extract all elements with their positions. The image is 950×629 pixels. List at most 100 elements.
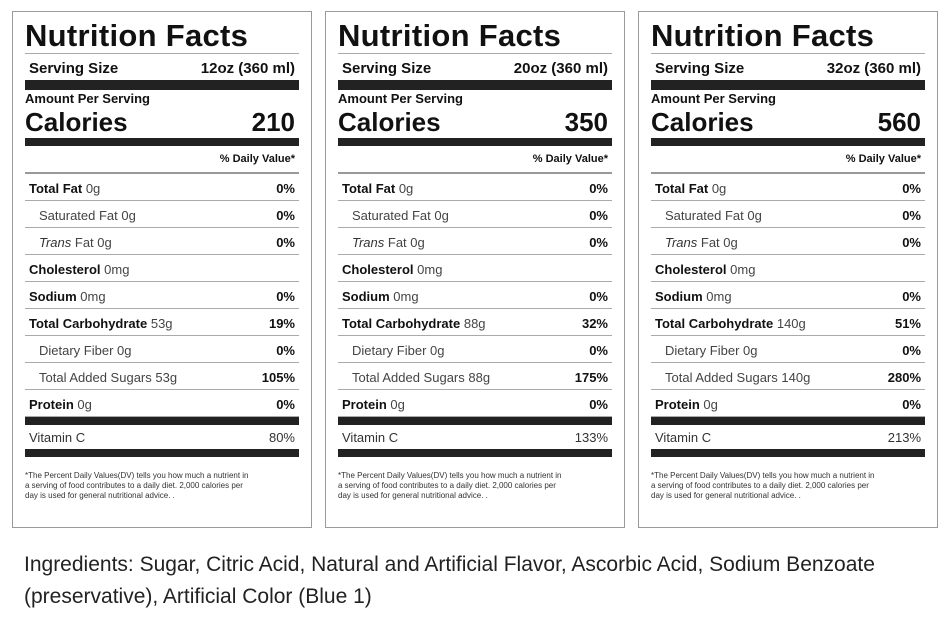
nutrient-daily-value: 0% — [276, 397, 295, 412]
nutrient-row: Total Fat 0g 0% — [651, 174, 925, 201]
calories-value: 560 — [877, 107, 921, 137]
nutrient-row: Cholesterol 0mg — [25, 255, 299, 282]
nutrient-name: Dietary Fiber — [352, 343, 427, 358]
nutrient-amount: 88g — [463, 316, 486, 331]
nutrient-row: Sodium 0mg 0% — [651, 282, 925, 309]
nutrient-name: Dietary Fiber — [39, 343, 114, 358]
nutrient-name: Total Fat — [29, 181, 83, 196]
amount-per-serving: Amount Per Serving — [338, 91, 463, 106]
nutrient-daily-value: 0% — [276, 235, 295, 250]
nutrient-daily-value: 32% — [581, 316, 608, 331]
nutrient-row: Dietary Fiber 0g 0% — [338, 336, 612, 363]
nutrient-row: Saturated Fat 0g 0% — [651, 201, 925, 228]
nutrient-name: Total Fat — [655, 181, 709, 196]
nutrient-amount: Fat 0g — [387, 235, 425, 250]
serving-size-label: Serving Size — [655, 60, 745, 77]
nutrient-daily-value: 0% — [902, 181, 921, 196]
nutrient-daily-value: 280% — [887, 370, 921, 385]
nutrient-name: Saturated Fat — [352, 208, 431, 223]
divider-bar — [338, 449, 612, 457]
nutrient-name: Trans — [352, 235, 385, 250]
label-title: Nutrition Facts — [651, 18, 925, 54]
nutrient-row: Cholesterol 0mg — [651, 255, 925, 282]
nutrient-daily-value: 0% — [589, 181, 608, 196]
nutrient-row: Total Added Sugars 88g 175% — [338, 363, 612, 390]
daily-value-header: % Daily Value* — [651, 146, 925, 174]
daily-value-header: % Daily Value* — [25, 146, 299, 174]
calories-label: Calories — [651, 107, 754, 137]
footnote: *The Percent Daily Values(DV) tells you … — [25, 471, 249, 500]
nutrient-row: Trans Fat 0g 0% — [25, 228, 299, 255]
footnote: *The Percent Daily Values(DV) tells you … — [651, 471, 875, 500]
nutrient-name: Total Fat — [342, 181, 396, 196]
nutrient-row: Total Fat 0g 0% — [338, 174, 612, 201]
nutrient-daily-value: 51% — [894, 316, 921, 331]
nutrient-row: Total Added Sugars 140g 280% — [651, 363, 925, 390]
nutrient-amount: 88g — [468, 370, 491, 385]
nutrient-name: Total Carbohydrate — [29, 316, 148, 331]
nutrient-name: Saturated Fat — [39, 208, 118, 223]
vitamin-label: Vitamin C — [29, 430, 86, 445]
vitamin-row: Vitamin C 133% — [338, 425, 612, 449]
nutrient-daily-value: 0% — [276, 208, 295, 223]
divider-bar — [651, 417, 925, 425]
calories-value: 210 — [251, 107, 295, 137]
nutrient-amount: 0g — [398, 181, 414, 196]
nutrient-daily-value: 19% — [268, 316, 295, 331]
calories-row: Calories 210 — [25, 106, 299, 138]
nutrient-amount: 0g — [747, 208, 762, 223]
nutrient-row: Total Carbohydrate 88g 32% — [338, 309, 612, 336]
nutrient-name: Sodium — [655, 289, 703, 304]
nutrition-facts-label: Nutrition Facts Serving Size 20oz (360 ml… — [325, 11, 625, 528]
divider-bar — [25, 80, 299, 90]
vitamin-daily-value: 80% — [268, 430, 295, 445]
vitamin-daily-value: 133% — [574, 430, 608, 445]
nutrient-row: Saturated Fat 0g 0% — [25, 201, 299, 228]
serving-size-label: Serving Size — [29, 60, 119, 77]
label-title: Nutrition Facts — [338, 18, 612, 54]
nutrient-name: Trans — [665, 235, 698, 250]
nutrient-amount: 0mg — [417, 262, 443, 277]
serving-size-row: Serving Size 12oz (360 ml) — [25, 54, 299, 80]
nutrient-amount: 0g — [121, 208, 136, 223]
amount-per-serving: Amount Per Serving — [651, 91, 776, 106]
nutrient-daily-value: 0% — [902, 343, 921, 358]
nutrient-name: Saturated Fat — [665, 208, 744, 223]
divider-bar — [25, 449, 299, 457]
nutrient-amount: 53g — [155, 370, 178, 385]
nutrient-amount: 0mg — [393, 289, 419, 304]
nutrient-amount: 0mg — [706, 289, 732, 304]
serving-size-value: 20oz (360 ml) — [513, 60, 608, 77]
ingredients-text: Ingredients: Sugar, Citric Acid, Natural… — [24, 553, 875, 608]
nutrient-amount: 0mg — [104, 262, 130, 277]
nutrient-row: Protein 0g 0% — [651, 390, 925, 417]
vitamin-label: Vitamin C — [655, 430, 712, 445]
amount-per-serving: Amount Per Serving — [25, 91, 150, 106]
nutrient-amount: 140g — [776, 316, 806, 331]
nutrient-daily-value: 0% — [276, 181, 295, 196]
nutrient-name: Total Carbohydrate — [655, 316, 774, 331]
divider-bar — [651, 449, 925, 457]
nutrient-daily-value: 105% — [261, 370, 295, 385]
nutrient-name: Cholesterol — [342, 262, 414, 277]
nutrient-name: Total Carbohydrate — [342, 316, 461, 331]
nutrient-daily-value: 0% — [902, 208, 921, 223]
nutrient-daily-value: 0% — [902, 289, 921, 304]
nutrient-name: Total Added Sugars — [665, 370, 778, 385]
divider-bar — [651, 138, 925, 146]
vitamin-daily-value: 213% — [887, 430, 921, 445]
vitamin-label: Vitamin C — [342, 430, 399, 445]
calories-label: Calories — [338, 107, 441, 137]
nutrient-amount: 53g — [150, 316, 173, 331]
nutrient-amount: 0g — [703, 397, 718, 412]
nutrient-name: Sodium — [342, 289, 390, 304]
nutrient-amount: 0g — [390, 397, 405, 412]
divider-bar — [338, 417, 612, 425]
nutrient-row: Total Carbohydrate 53g 19% — [25, 309, 299, 336]
nutrient-row: Total Fat 0g 0% — [25, 174, 299, 201]
nutrient-name: Protein — [29, 397, 74, 412]
nutrient-amount: 140g — [781, 370, 811, 385]
nutrient-daily-value: 0% — [589, 397, 608, 412]
divider-bar — [25, 138, 299, 146]
nutrient-row: Trans Fat 0g 0% — [338, 228, 612, 255]
